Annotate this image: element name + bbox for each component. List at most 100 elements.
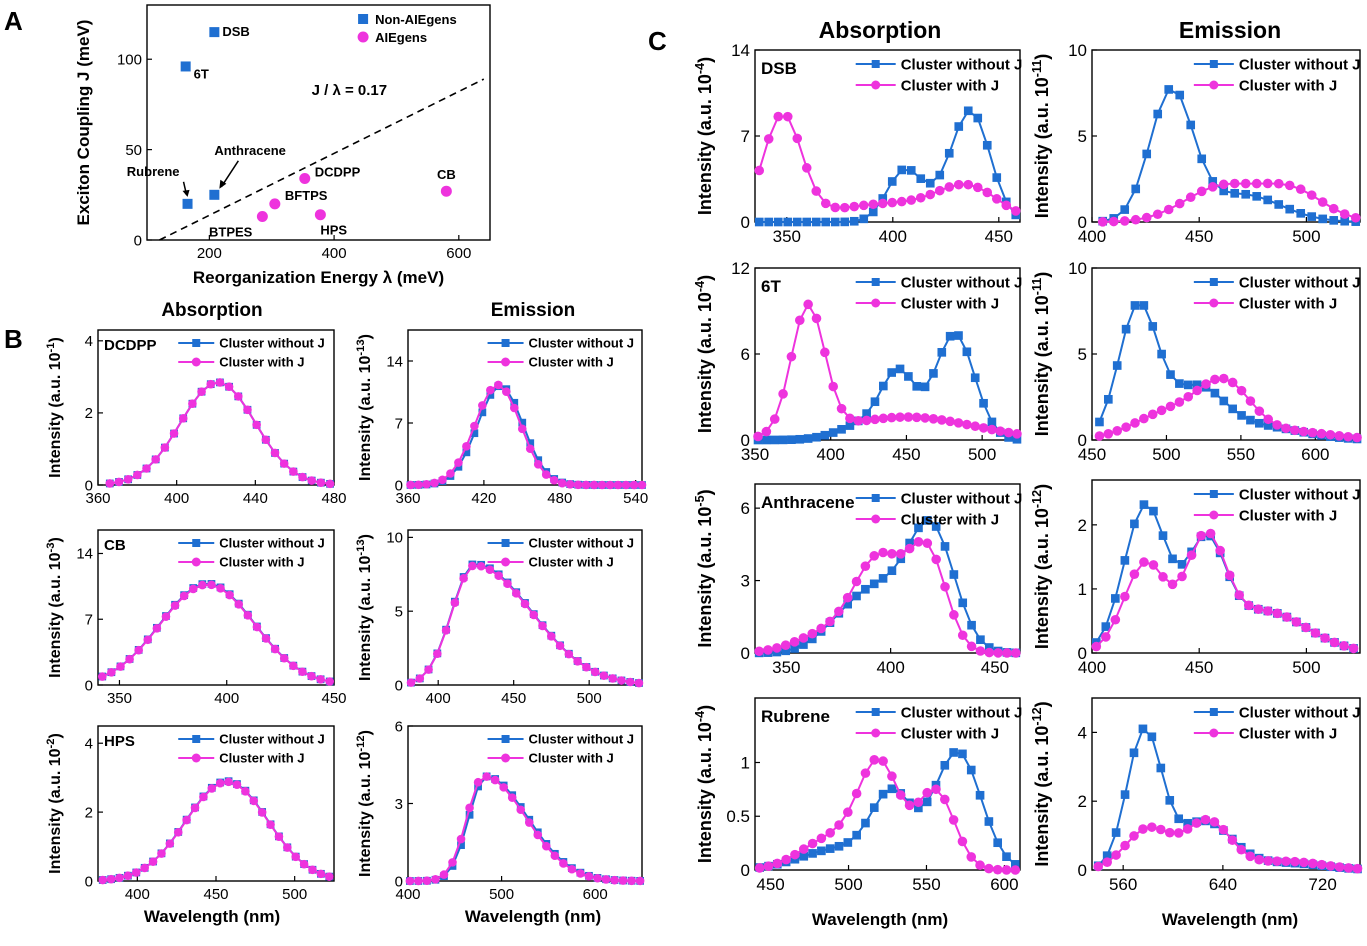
y-axis-label: Intensity (a.u. 10-13) <box>355 334 374 481</box>
data-point <box>1236 385 1247 396</box>
data-point <box>216 583 225 593</box>
data-point <box>962 347 972 357</box>
data-point <box>589 480 599 490</box>
x-tick-label: 500 <box>968 445 996 464</box>
data-point <box>948 815 959 825</box>
y-label-exponent: -12 <box>355 735 367 751</box>
data-point <box>1147 409 1158 420</box>
data-point <box>1177 571 1187 582</box>
y-tick-label: 0 <box>1078 644 1087 663</box>
legend-marker <box>1209 278 1218 286</box>
data-point <box>1156 763 1166 773</box>
x-tick-label: 450 <box>981 658 1009 677</box>
data-point <box>781 854 791 865</box>
data-point <box>610 875 619 885</box>
series-line <box>410 564 640 684</box>
y-label-unit: Intensity (a.u. 10 <box>695 507 715 648</box>
legend-label: Cluster with J <box>219 555 304 570</box>
arrowhead-anthracene <box>219 179 227 189</box>
data-point <box>770 435 780 445</box>
data-point <box>486 385 495 395</box>
data-point <box>1196 186 1207 197</box>
data-point <box>966 852 977 862</box>
data-point <box>811 313 822 324</box>
x-tick-label: 400 <box>1078 227 1106 246</box>
data-point <box>993 648 1003 658</box>
legend-label: Cluster with J <box>529 355 614 370</box>
y-label-unit: Intensity (a.u. 10 <box>47 552 64 677</box>
y-tick-label: 0.5 <box>726 807 750 826</box>
data-point <box>1343 863 1354 873</box>
data-point <box>478 408 487 417</box>
legend-label: Cluster without J <box>1239 56 1361 73</box>
legend-label: Cluster without J <box>529 336 634 351</box>
data-point <box>781 646 791 656</box>
data-point <box>993 838 1003 848</box>
series-line <box>409 775 641 882</box>
x-tick-label: 480 <box>321 490 346 507</box>
data-point <box>1210 374 1220 385</box>
data-point <box>811 186 822 196</box>
data-point <box>1196 530 1206 541</box>
data-point <box>839 202 850 213</box>
series-line <box>1095 532 1354 650</box>
data-point <box>1299 857 1309 868</box>
data-point <box>837 424 846 434</box>
data-point <box>510 398 519 407</box>
data-point <box>914 523 923 533</box>
data-point <box>298 667 307 677</box>
data-point <box>753 431 763 442</box>
data-point <box>1200 814 1211 825</box>
data-point <box>482 772 491 781</box>
data-point <box>1245 396 1256 406</box>
y-tick-label: 0 <box>1078 861 1087 880</box>
data-point <box>895 364 905 374</box>
data-point <box>904 800 915 811</box>
data-point <box>860 561 871 571</box>
data-point <box>862 409 871 418</box>
data-point <box>485 565 495 575</box>
y-label-unit: Intensity (a.u. 10 <box>695 292 715 433</box>
y-tick-label: 1 <box>741 753 750 772</box>
data-point <box>1104 395 1113 404</box>
data-point <box>406 678 416 687</box>
data-point <box>422 479 431 489</box>
data-point <box>966 765 976 775</box>
data-point <box>179 591 189 601</box>
data-point <box>830 217 840 227</box>
data-point <box>1183 380 1193 390</box>
data-point <box>966 641 977 652</box>
data-point <box>599 671 609 680</box>
y-tick-label: 0 <box>741 431 750 450</box>
data-point <box>1183 818 1192 828</box>
data-point <box>970 421 981 432</box>
y-label-exponent: -12 <box>1030 707 1044 725</box>
data-point <box>843 807 853 818</box>
data-point <box>225 590 234 600</box>
data-point <box>976 635 985 645</box>
data-point <box>1010 206 1021 216</box>
x-tick-label: 450 <box>321 690 346 707</box>
series-line <box>1102 182 1357 223</box>
data-point <box>486 391 495 399</box>
chart-c-rub-em: 560 640 720 0 2 4 Cluster without J Cluster wit… <box>1030 697 1363 894</box>
data-point <box>1163 204 1174 215</box>
x-tick-label: 400 <box>1078 658 1106 677</box>
y-label-unit: Intensity (a.u. 10 <box>47 352 64 477</box>
data-point <box>1141 212 1152 223</box>
data-point <box>547 631 556 641</box>
y-label-unit: Intensity (a.u. 10 <box>1032 77 1052 218</box>
legend-label: Cluster with J <box>1239 77 1337 94</box>
x-tick-label: 400 <box>164 490 189 507</box>
data-point <box>929 369 938 378</box>
data-point <box>1243 600 1254 611</box>
data-point <box>1325 861 1336 871</box>
data-point <box>468 561 477 571</box>
data-point <box>783 217 793 227</box>
chart-b-cb-abs: 350 400 450 0 7 14 Cluster without J Cluster wi… <box>45 529 347 707</box>
data-point <box>635 876 645 886</box>
wavelength-labels: Wavelength (nm) Wavelength (nm) Waveleng… <box>144 907 1298 929</box>
y-tick-label: 0 <box>741 861 750 880</box>
data-point <box>559 859 568 868</box>
data-point <box>1320 633 1330 643</box>
